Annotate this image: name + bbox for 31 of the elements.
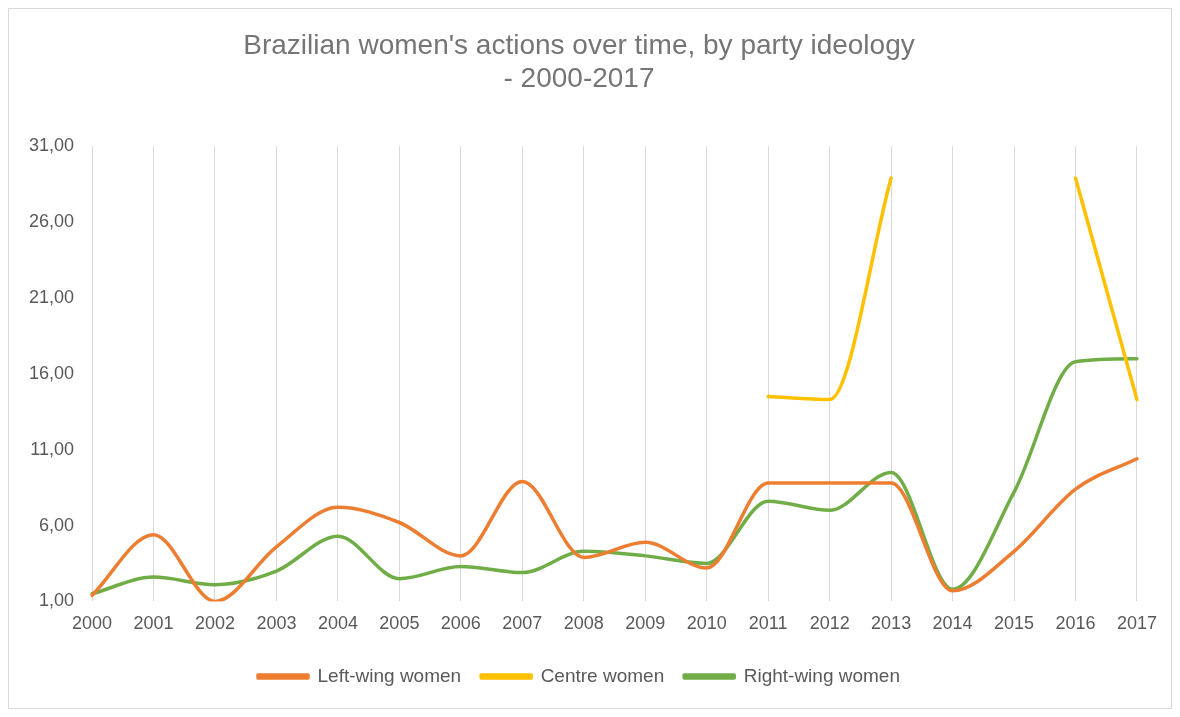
x-tick-label: 2008 bbox=[563, 613, 604, 634]
x-tick-label: 2009 bbox=[625, 613, 666, 634]
x-tick-label: 2015 bbox=[994, 613, 1035, 634]
x-tick-label: 2013 bbox=[871, 613, 912, 634]
x-tick-label: 2014 bbox=[932, 613, 973, 634]
x-tick-label: 2011 bbox=[748, 613, 788, 634]
x-tick-label: 2007 bbox=[502, 613, 543, 634]
line-series bbox=[90, 457, 1139, 602]
y-tick-label: 16,00 bbox=[29, 362, 75, 383]
y-tick-label: 1,00 bbox=[39, 590, 75, 611]
x-tick-label: 2000 bbox=[72, 613, 113, 634]
x-tick-label: 2010 bbox=[686, 613, 727, 634]
y-tick-label: 31,00 bbox=[29, 135, 75, 156]
legend-label: Right-wing women bbox=[743, 664, 900, 686]
x-tick-label: 2012 bbox=[809, 613, 850, 634]
legend-label: Centre women bbox=[540, 664, 665, 686]
y-tick-label: 11,00 bbox=[30, 438, 75, 459]
chart-title: Brazilian women's actions over time, by party ideology - 2000-2017 bbox=[243, 28, 915, 94]
x-tick-label: 2002 bbox=[194, 613, 235, 634]
x-tick-label: 2003 bbox=[256, 613, 297, 634]
y-tick-label: 21,00 bbox=[29, 286, 75, 307]
x-tick-label: 2016 bbox=[1055, 613, 1096, 634]
line-series bbox=[90, 356, 1139, 596]
x-tick-label: 2001 bbox=[133, 613, 174, 634]
y-tick-label: 6,00 bbox=[39, 514, 75, 535]
x-tick-label: 2006 bbox=[440, 613, 481, 634]
x-tick-label: 2004 bbox=[317, 613, 358, 634]
legend-label: Left-wing women bbox=[317, 664, 462, 686]
y-tick-label: 26,00 bbox=[29, 211, 75, 232]
x-tick-label: 2005 bbox=[379, 613, 420, 634]
x-tick-label: 2017 bbox=[1116, 613, 1157, 634]
